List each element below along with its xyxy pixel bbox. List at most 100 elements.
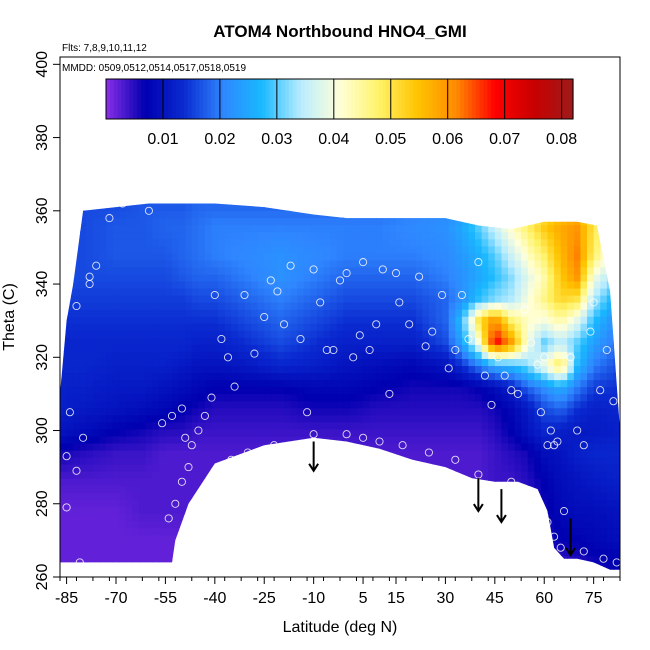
heat-cell (112, 316, 120, 324)
heat-cell (580, 224, 588, 233)
heat-cell (363, 393, 371, 402)
heat-cell (224, 513, 232, 521)
heat-cell (125, 203, 134, 212)
heat-cell (336, 513, 344, 521)
heat-cell (310, 259, 318, 268)
heat-cell (86, 386, 94, 395)
colorbar-frame (105, 78, 574, 120)
heat-cell (494, 245, 503, 254)
heat-cell (422, 323, 430, 331)
heat-cell (106, 365, 114, 374)
observation-point (303, 408, 312, 417)
heat-cell (185, 485, 193, 493)
observation-point (210, 466, 219, 475)
heat-cell (297, 273, 305, 282)
observation-point (507, 477, 516, 486)
heat-cell (455, 442, 463, 451)
heat-cell (79, 513, 87, 521)
heat-cell (231, 302, 239, 310)
heat-cell (521, 513, 529, 521)
heat-cell (343, 548, 351, 557)
heat-cell (547, 435, 555, 444)
heat-cell (251, 471, 259, 479)
heat-cell (79, 358, 87, 367)
heat-cell (613, 520, 620, 529)
heat-cell (527, 238, 535, 247)
heat-cell (494, 562, 503, 570)
heat-cell (139, 541, 147, 550)
heat-cell (415, 421, 423, 430)
heat-cell (389, 372, 397, 381)
heat-cell (237, 203, 246, 212)
heat-cell (343, 478, 351, 486)
heat-cell (468, 245, 476, 254)
heat-cell (198, 379, 206, 388)
heat-cell (323, 513, 331, 521)
heat-cell (475, 548, 483, 557)
heat-cell (257, 485, 265, 493)
heat-cell (428, 464, 437, 472)
heat-cell (224, 259, 232, 268)
heat-cell (540, 449, 549, 458)
heat-cell (290, 506, 298, 514)
heat-cell (540, 562, 549, 570)
heat-cell (521, 478, 529, 486)
heat-cell (290, 520, 298, 529)
heat-cell (99, 344, 107, 352)
heat-cell (172, 379, 180, 388)
heat-cell (323, 541, 331, 550)
heat-cell (132, 400, 140, 409)
heat-cell (204, 400, 213, 409)
heat-cell (66, 351, 74, 360)
heat-cell (514, 485, 522, 493)
heat-cell (237, 506, 246, 514)
heat-cell (112, 562, 120, 570)
heat-cell (92, 252, 101, 261)
observation-point (62, 503, 71, 512)
heat-cell (185, 372, 193, 381)
heat-cell (455, 393, 463, 402)
heat-cell (382, 379, 391, 388)
heat-cell (191, 485, 199, 493)
heat-cell (409, 407, 417, 416)
heat-cell (79, 330, 87, 338)
heat-cell (284, 316, 292, 324)
heat-cell (547, 337, 555, 345)
heat-cell (158, 323, 167, 331)
heat-cell (481, 379, 489, 388)
heat-cell (125, 485, 134, 493)
heat-cell (580, 471, 588, 479)
heat-cell (560, 478, 568, 486)
heat-cell (152, 435, 160, 444)
heat-cell (402, 351, 410, 360)
heat-cell (514, 541, 522, 550)
heat-cell (396, 393, 404, 402)
heat-cell (349, 273, 358, 282)
heat-cell (211, 252, 219, 261)
heat-cell (303, 203, 311, 212)
heat-cell (145, 365, 153, 374)
heat-cell (297, 400, 305, 409)
heat-cell (257, 238, 265, 247)
heat-cell (158, 457, 167, 465)
heat-cell (172, 485, 180, 493)
heat-cell (349, 414, 358, 423)
heat-cell (336, 555, 344, 564)
heat-cell (547, 372, 555, 381)
heat-cell (336, 344, 344, 352)
heat-cell (554, 506, 562, 514)
heat-cell (231, 358, 239, 367)
heat-cell (356, 224, 364, 233)
heat-cell (488, 231, 496, 240)
heat-cell (86, 478, 94, 486)
heat-cell (152, 471, 160, 479)
heat-cell (573, 499, 582, 507)
heat-cell (211, 203, 219, 212)
heat-cell (475, 245, 483, 254)
heat-cell (106, 259, 114, 268)
heat-cell (60, 492, 68, 500)
heat-cell (396, 407, 404, 416)
heat-cell (132, 316, 140, 324)
heat-cell (66, 224, 74, 233)
heat-cell (547, 393, 555, 402)
